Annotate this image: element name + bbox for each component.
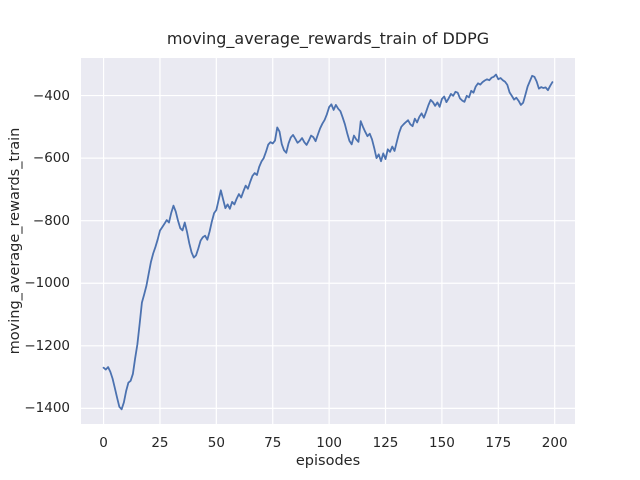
plot-canvas xyxy=(81,58,575,424)
plot-area xyxy=(81,58,575,424)
y-tick-label: −1200 xyxy=(24,337,70,354)
x-tick-label: 125 xyxy=(372,435,399,451)
grid xyxy=(81,58,575,424)
x-tick-label: 75 xyxy=(264,435,282,451)
y-tick-label: −800 xyxy=(32,212,70,229)
y-tick-label: −400 xyxy=(32,87,70,104)
x-tick-label: 175 xyxy=(485,435,512,451)
series-layer xyxy=(102,73,554,411)
x-tick-label: 25 xyxy=(151,435,169,451)
x-tick-label: 150 xyxy=(429,435,455,451)
y-tick-label: −1000 xyxy=(24,275,70,292)
x-tick-label: 0 xyxy=(99,435,108,451)
x-tick-label: 100 xyxy=(316,435,343,451)
x-axis-label: episodes xyxy=(295,453,361,469)
y-tick-label: −600 xyxy=(32,150,70,167)
x-tick-label: 200 xyxy=(541,435,568,451)
series-line xyxy=(102,73,554,411)
x-tick-label: 50 xyxy=(207,435,225,451)
chart-title: moving_average_rewards_train of DDPG xyxy=(166,29,490,48)
y-tick-label: −1400 xyxy=(24,400,70,417)
